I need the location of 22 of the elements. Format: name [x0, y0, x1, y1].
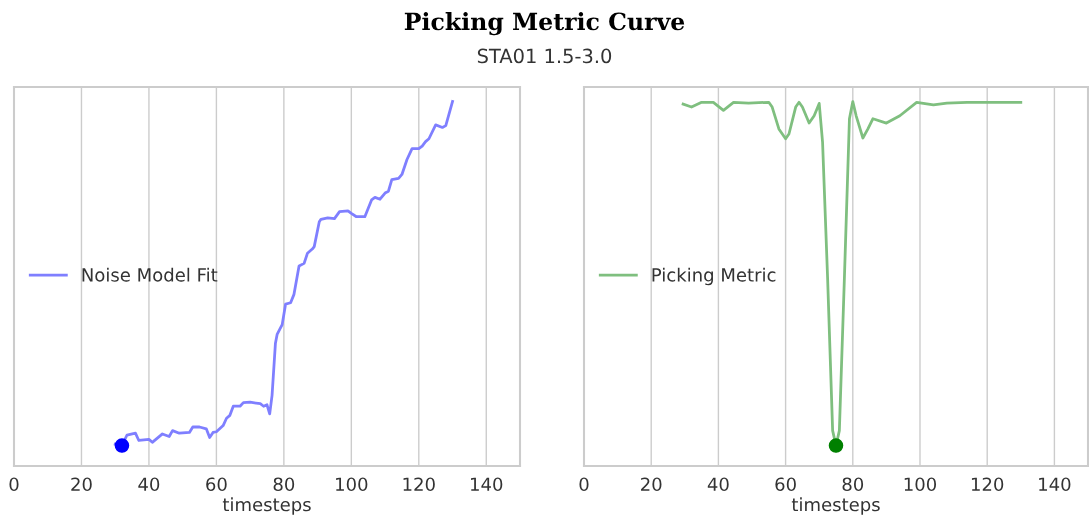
legend-label: Picking Metric: [652, 267, 776, 286]
x-axis-title: timesteps: [791, 497, 880, 515]
x-tick-label: 80: [842, 477, 864, 492]
x-tick-label: 40: [707, 477, 729, 492]
x-tick-label: 0: [579, 477, 589, 492]
x-tick-label: 60: [206, 477, 227, 492]
x-tick-label: 60: [775, 477, 796, 492]
x-tick-label: 100: [336, 477, 368, 492]
x-tick-label: 20: [71, 477, 92, 492]
x-tick-label: 120: [971, 477, 1004, 492]
legend-label: Noise Model Fit: [82, 267, 218, 282]
x-tick-label: 120: [403, 477, 435, 492]
x-tick-label: 0: [9, 477, 19, 492]
x-tick-label: 40: [138, 477, 160, 492]
x-tick-label: 140: [471, 477, 503, 492]
chart-subtitle: STA01 1.5-3.0: [477, 48, 612, 64]
x-axis-title: timesteps: [222, 497, 311, 515]
x-tick-label: 100: [904, 477, 937, 492]
chart-title: Picking Metric Curve: [404, 12, 685, 36]
x-tick-label: 80: [273, 477, 295, 492]
x-tick-label: 140: [1039, 477, 1071, 492]
x-tick-label: 20: [641, 477, 662, 492]
